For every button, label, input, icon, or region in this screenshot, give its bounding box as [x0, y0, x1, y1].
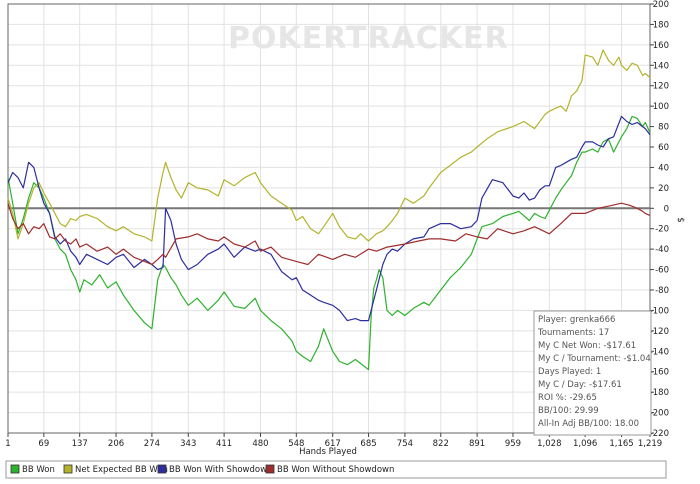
x-tick-label: 1,219 — [638, 439, 662, 449]
legend-label-won-with-showdown: BB Won With Showdown — [169, 465, 272, 475]
x-tick-label: 685 — [360, 439, 376, 449]
legend: BB Won Net Expected BB Won BB Won With S… — [5, 460, 667, 479]
series-line-2 — [7, 115, 651, 322]
stats-allin-bb100: All-In Adj BB/100: 18.00 — [538, 419, 639, 429]
y-tick-label: 100 — [653, 102, 669, 112]
y-tick-label: -80 — [655, 286, 669, 296]
y-tick-label: 180 — [653, 20, 669, 30]
x-tick-label: 1,096 — [573, 439, 597, 449]
x-tick-label: 343 — [180, 439, 196, 449]
x-tick-label: 822 — [433, 439, 449, 449]
x-tick-label: 1 — [5, 439, 10, 449]
x-tick-label: 1,028 — [537, 439, 561, 449]
y-tick-label: -160 — [650, 368, 669, 378]
x-axis: 1 69 137 206 274 343 411 480 548 617 685 754 822 891 9… — [5, 433, 662, 449]
series-line-3 — [7, 202, 651, 266]
x-tick-label: 754 — [397, 439, 413, 449]
stats-roi: ROI %: -29.65 — [538, 393, 597, 403]
x-tick-label: 69 — [38, 439, 49, 449]
stats-per-tournament: My C / Tournament: -$1.04 — [538, 354, 651, 364]
x-tick-label: 480 — [252, 439, 268, 449]
stats-box-frame — [533, 310, 652, 436]
y-tick-label: -180 — [650, 388, 669, 398]
y-axis: 200180160140120100806040200-20-40-60-80-… — [650, 0, 669, 439]
y-tick-label: 120 — [653, 82, 669, 92]
legend-swatch-won-with-showdown — [157, 464, 167, 474]
x-tick-label: 1,165 — [609, 439, 633, 449]
legend-label-net-expected: Net Expected BB Won — [75, 465, 168, 475]
legend-item-won-with-showdown[interactable]: BB Won With Showdown — [157, 464, 272, 475]
series-line-1 — [7, 49, 651, 242]
legend-swatch-won-without-showdown — [265, 464, 275, 474]
y-tick-label: 80 — [658, 123, 669, 133]
legend-label-bb-won: BB Won — [22, 465, 55, 475]
legend-swatch-bb-won — [10, 464, 20, 474]
plot-border — [7, 3, 651, 434]
y-tick-label: -200 — [650, 409, 669, 419]
x-tick-label: 959 — [505, 439, 521, 449]
y-tick-label: 200 — [653, 0, 669, 10]
stats-per-day: My C / Day: -$17.61 — [538, 380, 622, 390]
x-axis-label: Hands Played — [299, 447, 357, 457]
stats-bb100: BB/100: 29.99 — [538, 406, 599, 416]
watermark: POKERTRACKER — [228, 21, 509, 56]
legend-label-won-without-showdown: BB Won Without Showdown — [277, 465, 394, 475]
x-tick-label: 891 — [469, 439, 485, 449]
stats-box: Player: grenka666 Tournaments: 17 My C N… — [533, 310, 652, 436]
y-tick-label: -20 — [655, 225, 669, 235]
y-tick-label: 20 — [658, 184, 669, 194]
x-tick-label: 411 — [216, 439, 232, 449]
y-axis-label: $ — [675, 217, 685, 222]
y-tick-label: -60 — [655, 266, 669, 276]
x-tick-label: 548 — [288, 439, 304, 449]
series-layer — [7, 49, 651, 371]
legend-item-net-expected[interactable]: Net Expected BB Won — [63, 464, 168, 475]
y-tick-label: 60 — [658, 143, 669, 153]
x-tick-label: 274 — [144, 439, 160, 449]
series-line-0 — [7, 115, 651, 371]
y-tick-label: 160 — [653, 41, 669, 51]
y-tick-label: -220 — [650, 429, 669, 439]
x-tick-label: 617 — [325, 439, 341, 449]
y-tick-label: -40 — [655, 245, 669, 255]
x-tick-label: 137 — [72, 439, 88, 449]
y-tick-label: 40 — [658, 163, 669, 173]
y-tick-label: -100 — [650, 306, 669, 316]
legend-item-won-without-showdown[interactable]: BB Won Without Showdown — [265, 464, 394, 475]
y-tick-label: -140 — [650, 347, 669, 357]
legend-item-bb-won[interactable]: BB Won — [10, 464, 55, 475]
stats-player: Player: grenka666 — [538, 315, 615, 325]
x-tick-label: 206 — [108, 439, 124, 449]
legend-swatch-net-expected — [63, 464, 73, 474]
y-tick-label: 0 — [664, 204, 669, 214]
stats-net-won: My C Net Won: -$17.61 — [538, 341, 636, 351]
y-tick-label: -120 — [650, 327, 669, 337]
legend-frame — [5, 460, 667, 479]
stats-days-played: Days Played: 1 — [538, 367, 601, 377]
stats-tournaments: Tournaments: 17 — [537, 328, 609, 338]
y-tick-label: 140 — [653, 61, 669, 71]
